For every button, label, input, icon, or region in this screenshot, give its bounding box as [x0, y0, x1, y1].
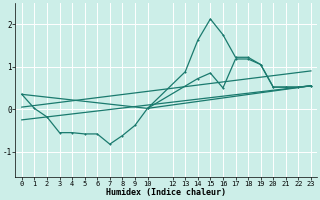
- X-axis label: Humidex (Indice chaleur): Humidex (Indice chaleur): [106, 188, 226, 197]
